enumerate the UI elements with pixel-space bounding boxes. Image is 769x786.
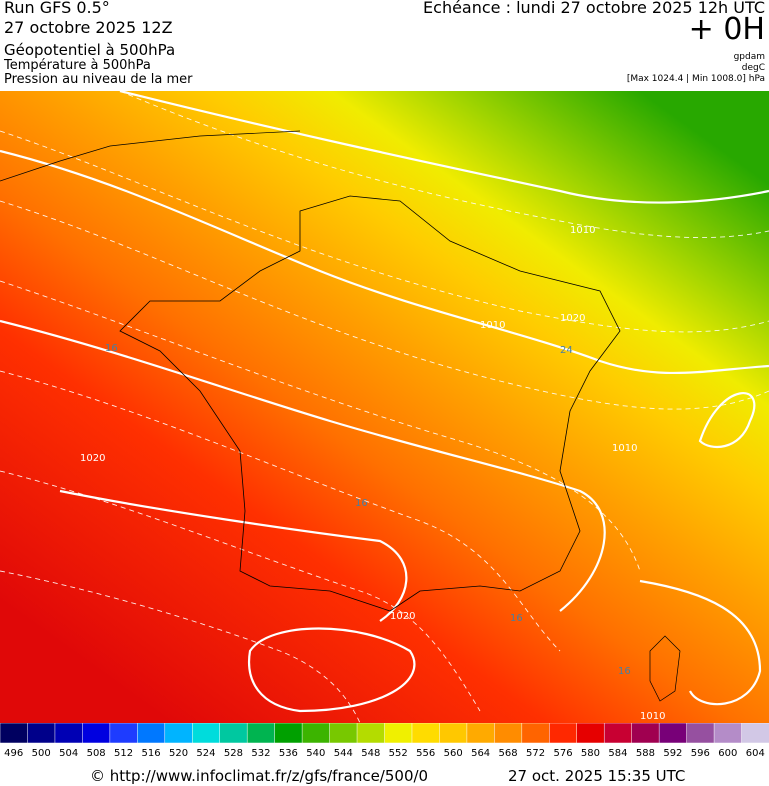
contour-label: 16 bbox=[618, 666, 631, 677]
france-outline bbox=[119, 195, 621, 612]
legend-swatch bbox=[164, 723, 194, 744]
legend-label: 560 bbox=[444, 748, 463, 757]
contour-label: 16 bbox=[105, 343, 118, 354]
legend-swatch bbox=[329, 723, 358, 744]
legend-swatch bbox=[658, 723, 688, 744]
legend-label: 600 bbox=[718, 748, 737, 757]
contour-label: 24 bbox=[560, 345, 573, 356]
unit: gpdam bbox=[733, 52, 765, 62]
legend-swatch bbox=[384, 723, 413, 744]
isobars bbox=[0, 91, 769, 713]
legend-label: 604 bbox=[746, 748, 765, 757]
legend-swatch bbox=[219, 723, 248, 744]
contour-label: 16 bbox=[355, 498, 368, 509]
legend-swatch bbox=[549, 723, 578, 744]
legend-swatch bbox=[411, 723, 441, 744]
run-date: 27 octobre 2025 12Z bbox=[4, 18, 173, 37]
contour-label: 1020 bbox=[390, 611, 415, 622]
legend-label: 584 bbox=[608, 748, 627, 757]
legend-swatch bbox=[494, 723, 523, 744]
offset: + 0H bbox=[688, 12, 765, 47]
legend-label: 544 bbox=[334, 748, 353, 757]
legend-label: 516 bbox=[142, 748, 161, 757]
legend-label: 500 bbox=[32, 748, 51, 757]
legend-label: 532 bbox=[251, 748, 270, 757]
field: Pression au niveau de la mer bbox=[4, 72, 193, 87]
source: © http://www.infoclimat.fr/z/gfs/france/… bbox=[90, 767, 429, 785]
legend-label: 528 bbox=[224, 748, 243, 757]
legend-label: 592 bbox=[663, 748, 682, 757]
legend-swatch bbox=[301, 723, 331, 744]
legend-swatch bbox=[137, 723, 166, 744]
legend-label: 524 bbox=[196, 748, 215, 757]
contour-label: 1010 bbox=[570, 225, 595, 236]
legend-label: 552 bbox=[389, 748, 408, 757]
legend-label: 504 bbox=[59, 748, 78, 757]
legend-label: 596 bbox=[691, 748, 710, 757]
legend-swatch bbox=[466, 723, 496, 744]
legend-label: 540 bbox=[306, 748, 325, 757]
legend-label: 496 bbox=[4, 748, 23, 757]
legend-swatch bbox=[631, 723, 660, 744]
contour-label: 1010 bbox=[640, 711, 665, 722]
field: Géopotentiel à 500hPa bbox=[4, 41, 176, 59]
legend-swatch bbox=[54, 723, 84, 744]
contour-label: 16 bbox=[510, 613, 523, 624]
legend-label: 564 bbox=[471, 748, 490, 757]
legend-swatch bbox=[356, 723, 386, 744]
legend-swatch bbox=[713, 723, 743, 744]
echeance: Echéance : lundi 27 octobre 2025 12h UTC bbox=[423, 0, 765, 17]
legend-label: 520 bbox=[169, 748, 188, 757]
contour-label: 1020 bbox=[560, 313, 585, 324]
legend-swatch bbox=[274, 723, 303, 744]
legend-label: 588 bbox=[636, 748, 655, 757]
corsica bbox=[649, 635, 681, 702]
map: 1020 1010 1010 1020 1010 1020 1010 16 16 24 16 16 bbox=[0, 91, 769, 723]
legend-swatch bbox=[82, 723, 111, 744]
legend-label: 572 bbox=[526, 748, 545, 757]
legend-label: 508 bbox=[87, 748, 106, 757]
legend-label: 512 bbox=[114, 748, 133, 757]
contour-label: 1010 bbox=[480, 320, 505, 331]
legend-label: 568 bbox=[499, 748, 518, 757]
temperature-field bbox=[0, 91, 769, 723]
range: [Max 1024.4 | Min 1008.0] hPa bbox=[626, 74, 765, 84]
contour-label: 1020 bbox=[80, 453, 105, 464]
legend-swatch bbox=[246, 723, 276, 744]
legend-swatch bbox=[741, 723, 769, 744]
legend-label: 580 bbox=[581, 748, 600, 757]
legend-swatch bbox=[576, 723, 605, 744]
legend-swatch bbox=[0, 723, 29, 744]
legend-swatch bbox=[27, 723, 56, 744]
legend-swatch bbox=[521, 723, 551, 744]
legend-swatch bbox=[603, 723, 633, 744]
coastline bbox=[0, 130, 301, 182]
unit: degC bbox=[741, 63, 765, 73]
legend-label: 556 bbox=[416, 748, 435, 757]
legend-label: 536 bbox=[279, 748, 298, 757]
timestamp: 27 oct. 2025 15:35 UTC bbox=[508, 767, 686, 785]
legend: 496 500 504 508 512 516 520 524 528 532 536 540 544 5… bbox=[0, 723, 769, 757]
contour-label: 1010 bbox=[612, 443, 637, 454]
legend-swatch bbox=[109, 723, 139, 744]
legend-swatch bbox=[192, 723, 221, 744]
legend-swatch bbox=[686, 723, 715, 744]
field: Température à 500hPa bbox=[4, 58, 151, 73]
legend-label: 576 bbox=[553, 748, 572, 757]
legend-swatch bbox=[439, 723, 468, 744]
run: Run GFS 0.5° bbox=[4, 0, 110, 17]
legend-label: 548 bbox=[361, 748, 380, 757]
